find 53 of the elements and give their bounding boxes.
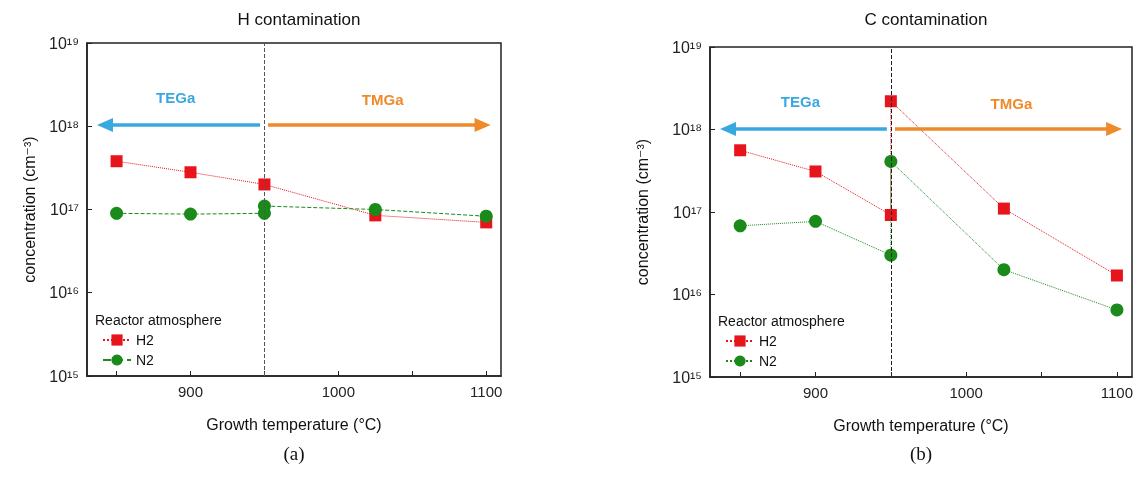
point bbox=[809, 214, 822, 228]
annotation: TEGa bbox=[779, 93, 821, 110]
point bbox=[997, 263, 1011, 277]
point bbox=[368, 203, 382, 216]
y-axis-title: concentration (cm⁻³) bbox=[633, 138, 651, 286]
point bbox=[884, 208, 897, 221]
point bbox=[110, 206, 124, 220]
x-axis-title: Growth temperature (°C) bbox=[206, 415, 382, 433]
y-tick-label: 10¹⁵ bbox=[672, 368, 702, 386]
chart-title: H contamination bbox=[237, 10, 361, 29]
x-tick-label: 900 bbox=[177, 383, 204, 400]
y-tick-label: 10¹⁷ bbox=[673, 203, 703, 221]
y-tick-label: 10¹⁷ bbox=[50, 201, 80, 218]
annotation: TEGa bbox=[155, 89, 197, 106]
x-tick-label: 900 bbox=[802, 384, 829, 401]
x-tick-label: 1100 bbox=[1100, 384, 1134, 401]
legend-title: Reactor atmosphere bbox=[95, 312, 223, 328]
y-tick-label: 10¹⁵ bbox=[49, 367, 79, 385]
chart-title: C contamination bbox=[864, 10, 988, 29]
x-tick-label: 1000 bbox=[949, 384, 983, 401]
point bbox=[1110, 269, 1123, 282]
legend-title: Reactor atmosphere bbox=[718, 313, 846, 329]
annotation: TMGa bbox=[989, 95, 1034, 112]
point bbox=[184, 166, 197, 179]
point bbox=[734, 144, 747, 157]
x-tick-label: 1000 bbox=[321, 383, 356, 400]
y-tick-label: 10¹⁹ bbox=[672, 38, 702, 56]
point bbox=[1110, 303, 1124, 317]
point bbox=[884, 154, 898, 168]
text: (b) bbox=[908, 443, 934, 465]
point bbox=[258, 178, 271, 191]
y-tick-label: 10¹⁶ bbox=[672, 286, 702, 303]
y-tick-label: 10¹⁹ bbox=[49, 34, 79, 52]
y-tick-label: 10¹⁸ bbox=[672, 121, 702, 138]
point bbox=[997, 202, 1010, 215]
point bbox=[884, 95, 897, 108]
y-tick-label: 10¹⁸ bbox=[49, 117, 79, 135]
point bbox=[733, 219, 747, 233]
legend-label: N2 bbox=[136, 352, 155, 368]
annotation: TMGa bbox=[360, 91, 405, 108]
y-tick-label: 10¹⁶ bbox=[49, 284, 79, 302]
x-axis-title: Growth temperature (°C) bbox=[833, 416, 1009, 434]
point bbox=[110, 155, 123, 168]
point bbox=[884, 248, 898, 262]
legend-label: H2 bbox=[136, 332, 155, 348]
x-tick-label: 1100 bbox=[470, 383, 503, 400]
legend-label: N2 bbox=[759, 353, 778, 369]
point bbox=[479, 209, 493, 223]
y-axis-title: concentration (cm⁻³) bbox=[20, 136, 38, 283]
legend-label: H2 bbox=[759, 333, 778, 349]
text: (a) bbox=[282, 443, 306, 465]
point bbox=[809, 165, 822, 178]
point bbox=[184, 207, 197, 221]
